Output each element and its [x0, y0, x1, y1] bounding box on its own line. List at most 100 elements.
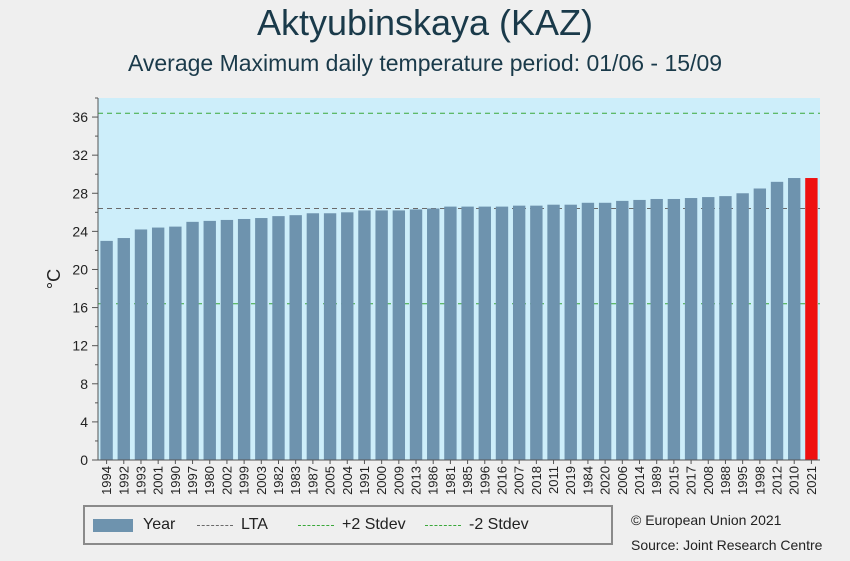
x-tick-label: 2011 — [546, 466, 561, 494]
x-tick-label: 1986 — [426, 466, 441, 495]
x-tick-label: 2003 — [254, 466, 269, 495]
x-tick-label: 1996 — [477, 466, 492, 495]
x-tick-label: 1987 — [305, 466, 320, 495]
bar-1981 — [444, 206, 457, 460]
bar-1993 — [134, 229, 148, 460]
x-tick-label: 2008 — [701, 466, 716, 495]
legend-item-plus2: +2 Stdev — [298, 516, 406, 534]
source-text: Source: Joint Research Centre — [631, 537, 823, 553]
bar-1992 — [117, 238, 130, 460]
y-tick-label: 32 — [72, 147, 88, 163]
bar-1997 — [186, 221, 199, 460]
y-tick-label: 24 — [72, 223, 88, 239]
y-tick-label: 0 — [80, 452, 88, 468]
legend-label-lta: LTA — [241, 516, 268, 533]
bar-1998 — [753, 188, 767, 460]
legend-label-minus2: -2 Stdev — [469, 516, 529, 533]
legend-label-plus2: +2 Stdev — [342, 516, 406, 533]
bar-1995 — [736, 193, 749, 460]
x-tick-label: 1984 — [580, 466, 595, 495]
x-tick-label: 2006 — [615, 466, 630, 495]
bar-1983 — [289, 215, 302, 460]
bar-2007 — [512, 205, 526, 460]
bar-2008 — [702, 197, 715, 461]
x-tick-label: 2021 — [804, 466, 819, 495]
x-tick-label: 1985 — [460, 466, 475, 495]
chart-title: Aktyubinskaya (KAZ) — [256, 2, 594, 43]
bar-2001 — [151, 227, 165, 460]
bar-2004 — [341, 212, 354, 460]
bar-1988 — [719, 196, 732, 461]
y-axis: 0 4 8 12 16 20 24 28 32 36 — [72, 97, 99, 468]
bar-2021 — [805, 178, 818, 460]
bar-2003 — [255, 218, 268, 460]
legend-item-year: Year — [93, 516, 175, 534]
bar-2018 — [530, 205, 543, 460]
y-tick-label: 8 — [80, 376, 88, 392]
x-tick-label: 2015 — [666, 466, 681, 495]
legend-label-year: Year — [143, 516, 176, 533]
bar-2011 — [547, 204, 560, 460]
x-tick-label: 1999 — [237, 466, 252, 495]
x-tick-label: 2020 — [598, 466, 613, 495]
x-tick-label: 2013 — [409, 466, 424, 495]
x-tick-label: 1992 — [116, 466, 131, 495]
x-tick-label: 2018 — [529, 466, 544, 495]
y-tick-label: 20 — [72, 261, 88, 277]
bar-1982 — [272, 216, 285, 460]
bar-1989 — [650, 198, 663, 460]
bar-1980 — [203, 220, 216, 460]
bar-2000 — [375, 210, 388, 460]
bar-2017 — [684, 198, 698, 461]
bar-2019 — [564, 204, 577, 460]
x-tick-label: 1980 — [202, 466, 217, 495]
x-tick-label: 2000 — [374, 466, 389, 495]
y-axis-label: °C — [44, 269, 64, 289]
bar-2015 — [667, 198, 681, 460]
legend-line-lta — [197, 524, 233, 526]
x-tick-label: 1991 — [357, 466, 372, 495]
y-tick-label: 4 — [80, 414, 88, 430]
bar-2010 — [788, 178, 801, 460]
bar-2012 — [770, 181, 784, 460]
x-tick-label: 1990 — [168, 466, 183, 495]
x-tick-label: 2009 — [391, 466, 406, 495]
bar-1990 — [169, 226, 182, 460]
legend-line-minus2 — [425, 524, 461, 526]
bar-1984 — [581, 202, 595, 460]
bars — [100, 178, 818, 461]
bar-1991 — [358, 210, 371, 460]
x-tick-label: 1983 — [288, 466, 303, 495]
bar-1996 — [478, 206, 491, 460]
legend-item-lta: LTA — [197, 516, 268, 534]
x-tick-label: 1995 — [735, 466, 750, 495]
x-tick-label: 2012 — [770, 466, 785, 495]
x-tick-label: 2019 — [563, 466, 578, 495]
bar-1994 — [100, 240, 113, 460]
bar-2013 — [409, 209, 423, 460]
bar-1985 — [461, 206, 474, 460]
x-tick-label: 2007 — [512, 466, 527, 495]
x-tick-label: 1988 — [718, 466, 733, 495]
bar-2006 — [616, 200, 629, 460]
y-tick-label: 36 — [72, 109, 88, 125]
y-tick-label: 16 — [72, 300, 88, 316]
x-tick-label: 2016 — [494, 466, 509, 495]
legend-line-plus2 — [298, 524, 334, 526]
legend-swatch-year — [93, 518, 133, 532]
bar-2014 — [633, 199, 646, 460]
x-tick-label: 1993 — [133, 466, 148, 495]
x-axis: 1994 1992 1993 2001 1990 1997 1980 2002 1999 2003… — [98, 459, 820, 495]
x-tick-label: 1997 — [185, 466, 200, 495]
bar-2002 — [220, 219, 234, 460]
x-tick-label: 2002 — [219, 466, 234, 495]
bar-2005 — [323, 213, 337, 460]
x-tick-label: 1989 — [649, 466, 664, 495]
x-tick-label: 2005 — [323, 466, 338, 495]
legend: Year LTA +2 Stdev -2 Stdev — [83, 505, 613, 545]
bar-1999 — [237, 218, 251, 460]
y-tick-label: 28 — [72, 185, 88, 201]
x-tick-label: 1981 — [443, 466, 458, 495]
x-tick-label: 2010 — [787, 466, 802, 495]
